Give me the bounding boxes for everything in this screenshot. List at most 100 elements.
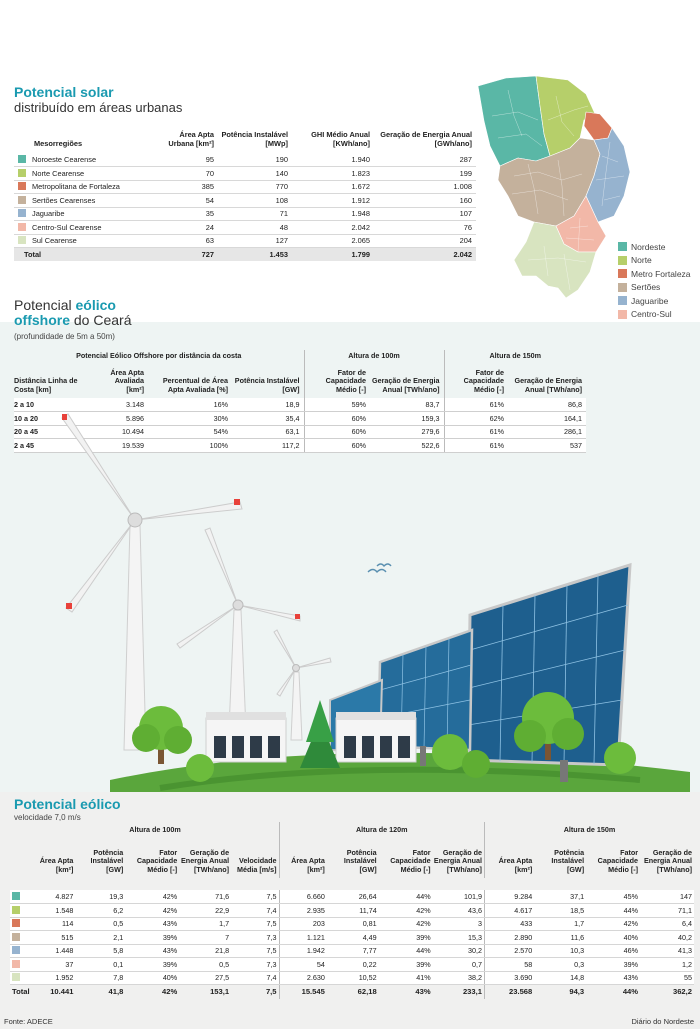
value-cell: 38,2 xyxy=(432,971,485,985)
value-cell: 83,7 xyxy=(370,398,444,412)
value-cell: 27,5 xyxy=(179,971,232,985)
value-cell: 18,5 xyxy=(534,903,587,918)
value-cell: 42% xyxy=(378,903,433,918)
offshore-title-hl2: offshore xyxy=(14,312,70,328)
region-name: Sertões Cearenses xyxy=(32,195,96,205)
wind-turbine-large xyxy=(61,413,243,751)
value-cell: 16% xyxy=(148,398,232,412)
value-cell: 160 xyxy=(374,193,476,208)
value-cell: 190 xyxy=(218,153,292,167)
value-cell: 6,4 xyxy=(640,917,694,931)
total-cell: 62,18 xyxy=(357,987,377,997)
value-cell: 63,1 xyxy=(232,425,304,439)
distance-cell: 10 a 20 xyxy=(14,411,96,426)
value-cell: 1.948 xyxy=(292,207,374,221)
solar-table: Mesorregiões Área Apta Urbana [km²] Potê… xyxy=(14,130,476,261)
value-cell: 60% xyxy=(303,438,370,453)
offshore-row: 2 a 45 19.539 100% 117,2 60% 522,6 61% 537 xyxy=(14,438,586,453)
group-header: Altura de 100m xyxy=(129,825,181,834)
value-cell: 2.065 xyxy=(292,234,374,248)
value-cell: 39% xyxy=(125,957,180,972)
value-cell: 0,3 xyxy=(534,957,587,972)
onshore-row: 515 2,1 39% 7 7,3 1.121 4,49 39% 15,3 2.890 11,6 40… xyxy=(10,930,694,945)
value-cell: 7,4 xyxy=(231,971,280,985)
value-cell: 7,3 xyxy=(231,957,280,972)
region-cell: Sertões Cearenses xyxy=(14,193,156,208)
value-cell: 43% xyxy=(586,971,641,985)
region-swatch xyxy=(12,919,20,928)
value-cell: 22,9 xyxy=(179,903,232,918)
solar-row: Noroeste Cearense 95 190 1.940 287 xyxy=(14,153,476,167)
col-header: Potência Instalável [MWp] xyxy=(221,130,288,148)
value-cell: 14,8 xyxy=(534,971,587,985)
value-cell: 0,7 xyxy=(432,957,485,972)
value-cell: 35,4 xyxy=(232,411,304,426)
col-header: Velocidade Média [m/s] xyxy=(236,856,277,874)
value-cell: 287 xyxy=(374,153,476,167)
region-swatch xyxy=(18,168,26,177)
value-cell: 40% xyxy=(125,971,180,985)
onshore-row: 1.448 5,8 43% 21,8 7,5 1.942 7,77 44% 30,2 2.570 1… xyxy=(10,944,694,958)
legend-label: Nordeste xyxy=(631,241,666,252)
value-cell: 42% xyxy=(586,917,641,931)
value-cell: 3.148 xyxy=(96,398,148,412)
value-cell: 4.617 xyxy=(483,903,535,918)
onshore-row: 1.548 6,2 42% 22,9 7,4 2.935 11,74 42% 43,6 4.617… xyxy=(10,903,694,918)
value-cell: 140 xyxy=(218,166,292,181)
region-cell: Centro-Sul Cearense xyxy=(14,220,156,235)
region-cell: Norte Cearense xyxy=(14,166,156,181)
value-cell: 62% xyxy=(443,411,508,426)
total-cell: 233,1 xyxy=(462,987,482,997)
region-cell: Sul Cearense xyxy=(14,234,156,248)
region-swatch xyxy=(12,959,20,968)
total-cell: 727 xyxy=(156,247,218,261)
map-region-jaguaribe xyxy=(585,127,631,223)
value-cell: 43% xyxy=(125,917,180,931)
value-cell: 71,6 xyxy=(179,890,232,904)
value-cell: 61% xyxy=(443,438,508,453)
value-cell: 2.570 xyxy=(483,944,535,958)
value-cell: 39% xyxy=(378,930,433,945)
region-swatch xyxy=(12,973,20,982)
total-cell: 94,3 xyxy=(569,987,585,997)
value-cell: 433 xyxy=(483,917,535,931)
solar-row: Metropolitana de Fortaleza 385 770 1.672 1.0… xyxy=(14,180,476,194)
total-cell: 43% xyxy=(415,987,431,997)
value-cell: 37 xyxy=(31,957,76,972)
offshore-title-post: do Ceará xyxy=(73,312,132,328)
value-cell: 199 xyxy=(374,166,476,181)
legend-swatch xyxy=(618,282,627,292)
value-cell: 10,3 xyxy=(534,944,587,958)
distance-cell: 2 a 10 xyxy=(14,398,96,412)
value-cell: 7,5 xyxy=(231,917,280,931)
value-cell: 0,81 xyxy=(326,917,379,931)
legend-item: Nordeste xyxy=(618,240,691,254)
value-cell: 3.690 xyxy=(483,971,535,985)
col-header: Fator de Capacidade Médio [-] xyxy=(303,368,370,398)
region-cell xyxy=(10,917,32,931)
region-cell xyxy=(10,890,32,904)
value-cell: 2.935 xyxy=(278,903,327,918)
value-cell: 1.940 xyxy=(292,153,374,167)
value-cell: 61% xyxy=(443,398,508,412)
col-header: Geração de Energia Anual [TWh/ano] xyxy=(181,847,230,874)
total-label: Total xyxy=(12,987,30,997)
value-cell: 1,7 xyxy=(534,917,587,931)
value-cell: 5,8 xyxy=(75,944,126,958)
solar-total-row: Total 727 1.453 1.799 2.042 xyxy=(14,247,476,261)
offshore-title-pre: Potencial xyxy=(14,297,72,313)
offshore-subtitle: (profundidade de 5m a 50m) xyxy=(14,332,115,341)
col-header: Potência Instalável [GW] xyxy=(551,847,585,874)
value-cell: 63 xyxy=(156,234,218,248)
offshore-title: Potencial eólico offshore do Ceará xyxy=(14,298,131,328)
value-cell: 54 xyxy=(278,957,327,972)
col-header: Geração de Energia Anual [TWh/ano] xyxy=(371,376,440,394)
value-cell: 7,3 xyxy=(231,930,280,945)
value-cell: 159,3 xyxy=(370,411,444,426)
wind-turbine-small xyxy=(273,629,332,741)
region-swatch xyxy=(12,892,20,900)
total-cell: 41,8 xyxy=(108,987,124,997)
value-cell: 41% xyxy=(378,971,433,985)
group-header: Potencial Eólico Offshore por distância … xyxy=(76,351,242,360)
col-header: Geração de Energia Anual [TWh/ano] xyxy=(433,847,482,874)
